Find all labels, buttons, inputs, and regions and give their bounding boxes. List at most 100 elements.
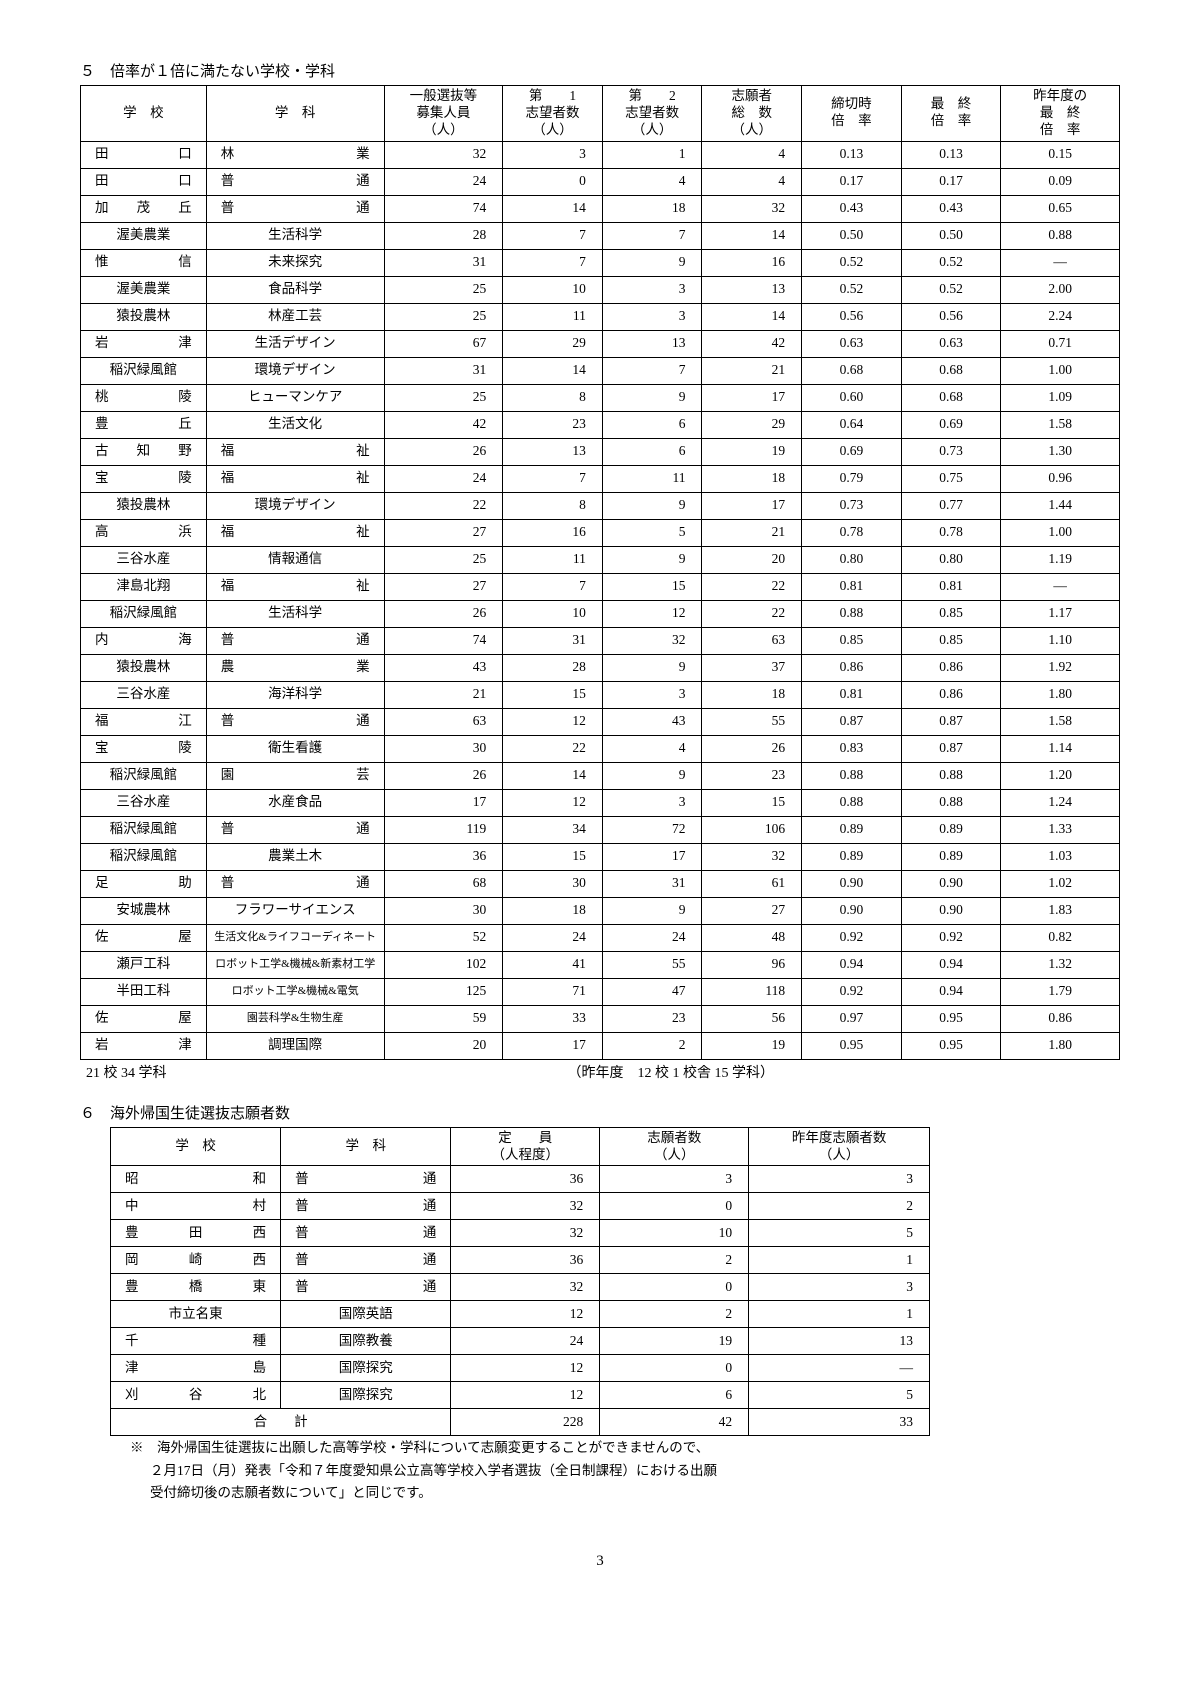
cell-rate: 1.83 bbox=[1001, 897, 1120, 924]
cell-num: 4 bbox=[602, 735, 702, 762]
cell-rate: 0.65 bbox=[1001, 195, 1120, 222]
cell-num: 28 bbox=[503, 654, 603, 681]
cell-dept: 普 通 bbox=[281, 1220, 451, 1247]
cell-school: 豊田西 bbox=[111, 1220, 281, 1247]
cell-dept: 国際探究 bbox=[281, 1355, 451, 1382]
cell-rate: 1.00 bbox=[1001, 519, 1120, 546]
cell-num: 21 bbox=[702, 519, 802, 546]
cell-num: 2 bbox=[600, 1301, 749, 1328]
cell-rate: 0.90 bbox=[901, 897, 1001, 924]
cell-rate: 1.19 bbox=[1001, 546, 1120, 573]
table-row: 岩 津生活デザイン672913420.630.630.71 bbox=[81, 330, 1120, 357]
table-row: 豊橋東普 通3203 bbox=[111, 1274, 930, 1301]
cell-num: 47 bbox=[602, 978, 702, 1005]
cell-num: 26 bbox=[384, 600, 503, 627]
cell-num: 30 bbox=[503, 870, 603, 897]
table-row: 津 島国際探究120― bbox=[111, 1355, 930, 1382]
cell-rate: 0.89 bbox=[802, 816, 902, 843]
cell-num: 1 bbox=[749, 1301, 930, 1328]
cell-num: 5 bbox=[749, 1220, 930, 1247]
section6-note1: ※ 海外帰国生徒選抜に出願した高等学校・学科について志願変更することができません… bbox=[80, 1438, 1120, 1458]
table-row: 足 助普 通683031610.900.901.02 bbox=[81, 870, 1120, 897]
table-row: 稲沢緑風館環境デザイン31147210.680.681.00 bbox=[81, 357, 1120, 384]
cell-num: 74 bbox=[384, 195, 503, 222]
cell-num: 55 bbox=[602, 951, 702, 978]
cell-num: 30 bbox=[384, 897, 503, 924]
cell-rate: 0.97 bbox=[802, 1005, 902, 1032]
cell-rate: 0.63 bbox=[802, 330, 902, 357]
cell-num: 14 bbox=[503, 357, 603, 384]
cell-dept: 林産工芸 bbox=[206, 303, 384, 330]
cell-num: 74 bbox=[384, 627, 503, 654]
cell-num: 16 bbox=[702, 249, 802, 276]
cell-school: 市立名東 bbox=[111, 1301, 281, 1328]
cell-rate: 0.73 bbox=[901, 438, 1001, 465]
cell-rate: 0.85 bbox=[901, 600, 1001, 627]
cell-school: 宝 陵 bbox=[81, 735, 207, 762]
cell-rate: 0.94 bbox=[901, 978, 1001, 1005]
cell-rate: 0.95 bbox=[901, 1005, 1001, 1032]
cell-num: 32 bbox=[451, 1220, 600, 1247]
cell-num: 17 bbox=[602, 843, 702, 870]
cell-num: 20 bbox=[384, 1032, 503, 1059]
cell-dept: 未来探究 bbox=[206, 249, 384, 276]
cell-num: 13 bbox=[602, 330, 702, 357]
cell-dept: 福 祉 bbox=[206, 519, 384, 546]
cell-num: 26 bbox=[384, 762, 503, 789]
cell-school: 田 口 bbox=[81, 168, 207, 195]
cell-num: 12 bbox=[451, 1355, 600, 1382]
cell-num: 34 bbox=[503, 816, 603, 843]
cell-num: 32 bbox=[702, 843, 802, 870]
cell-school: 津 島 bbox=[111, 1355, 281, 1382]
cell-rate: 0.68 bbox=[901, 357, 1001, 384]
cell-num: 19 bbox=[600, 1328, 749, 1355]
cell-rate: 1.03 bbox=[1001, 843, 1120, 870]
cell-num: 9 bbox=[602, 546, 702, 573]
cell-rate: 0.92 bbox=[802, 978, 902, 1005]
cell-rate: 0.89 bbox=[901, 843, 1001, 870]
cell-num: 30 bbox=[384, 735, 503, 762]
cell-rate: 1.32 bbox=[1001, 951, 1120, 978]
cell-num: 28 bbox=[384, 222, 503, 249]
cell-dept: 環境デザイン bbox=[206, 357, 384, 384]
cell-rate: 0.50 bbox=[802, 222, 902, 249]
cell-rate: 0.86 bbox=[901, 654, 1001, 681]
cell-num: 119 bbox=[384, 816, 503, 843]
cell-rate: 1.33 bbox=[1001, 816, 1120, 843]
cell-dept: 普 通 bbox=[281, 1274, 451, 1301]
cell-num: 24 bbox=[503, 924, 603, 951]
cell-rate: 0.69 bbox=[802, 438, 902, 465]
cell-num: 13 bbox=[702, 276, 802, 303]
section5-title: ５ 倍率が１倍に満たない学校・学科 bbox=[80, 60, 1120, 81]
cell-num: 18 bbox=[702, 681, 802, 708]
table-row: 岩 津調理国際20172190.950.951.80 bbox=[81, 1032, 1120, 1059]
cell-school: 猿投農林 bbox=[81, 654, 207, 681]
table-row: 福 江普 通631243550.870.871.58 bbox=[81, 708, 1120, 735]
cell-dept: 海洋科学 bbox=[206, 681, 384, 708]
cell-rate: 2.24 bbox=[1001, 303, 1120, 330]
cell-school: 加茂丘 bbox=[81, 195, 207, 222]
cell-rate: 0.87 bbox=[901, 708, 1001, 735]
cell-dept: 調理国際 bbox=[206, 1032, 384, 1059]
cell-num: 33 bbox=[749, 1409, 930, 1436]
cell-num: 6 bbox=[602, 438, 702, 465]
cell-rate: 0.69 bbox=[901, 411, 1001, 438]
cell-num: 24 bbox=[384, 465, 503, 492]
cell-num: 6 bbox=[600, 1382, 749, 1409]
section6-note2: ２月17日（月）発表「令和７年度愛知県公立高等学校入学者選抜（全日制課程）におけ… bbox=[80, 1461, 1120, 1481]
table-row: 猿投農林林産工芸25113140.560.562.24 bbox=[81, 303, 1120, 330]
cell-school: 刈谷北 bbox=[111, 1382, 281, 1409]
cell-rate: 0.94 bbox=[802, 951, 902, 978]
table-row: 渥美農業食品科学25103130.520.522.00 bbox=[81, 276, 1120, 303]
cell-dept: 生活科学 bbox=[206, 600, 384, 627]
cell-num: 7 bbox=[503, 249, 603, 276]
cell-num: 42 bbox=[702, 330, 802, 357]
cell-num: 0 bbox=[600, 1355, 749, 1382]
cell-num: 63 bbox=[384, 708, 503, 735]
cell-num: 5 bbox=[602, 519, 702, 546]
cell-num: 2 bbox=[749, 1193, 930, 1220]
cell-dept: 普 通 bbox=[206, 870, 384, 897]
cell-num: 22 bbox=[702, 573, 802, 600]
cell-num: 118 bbox=[702, 978, 802, 1005]
cell-num: 13 bbox=[749, 1328, 930, 1355]
